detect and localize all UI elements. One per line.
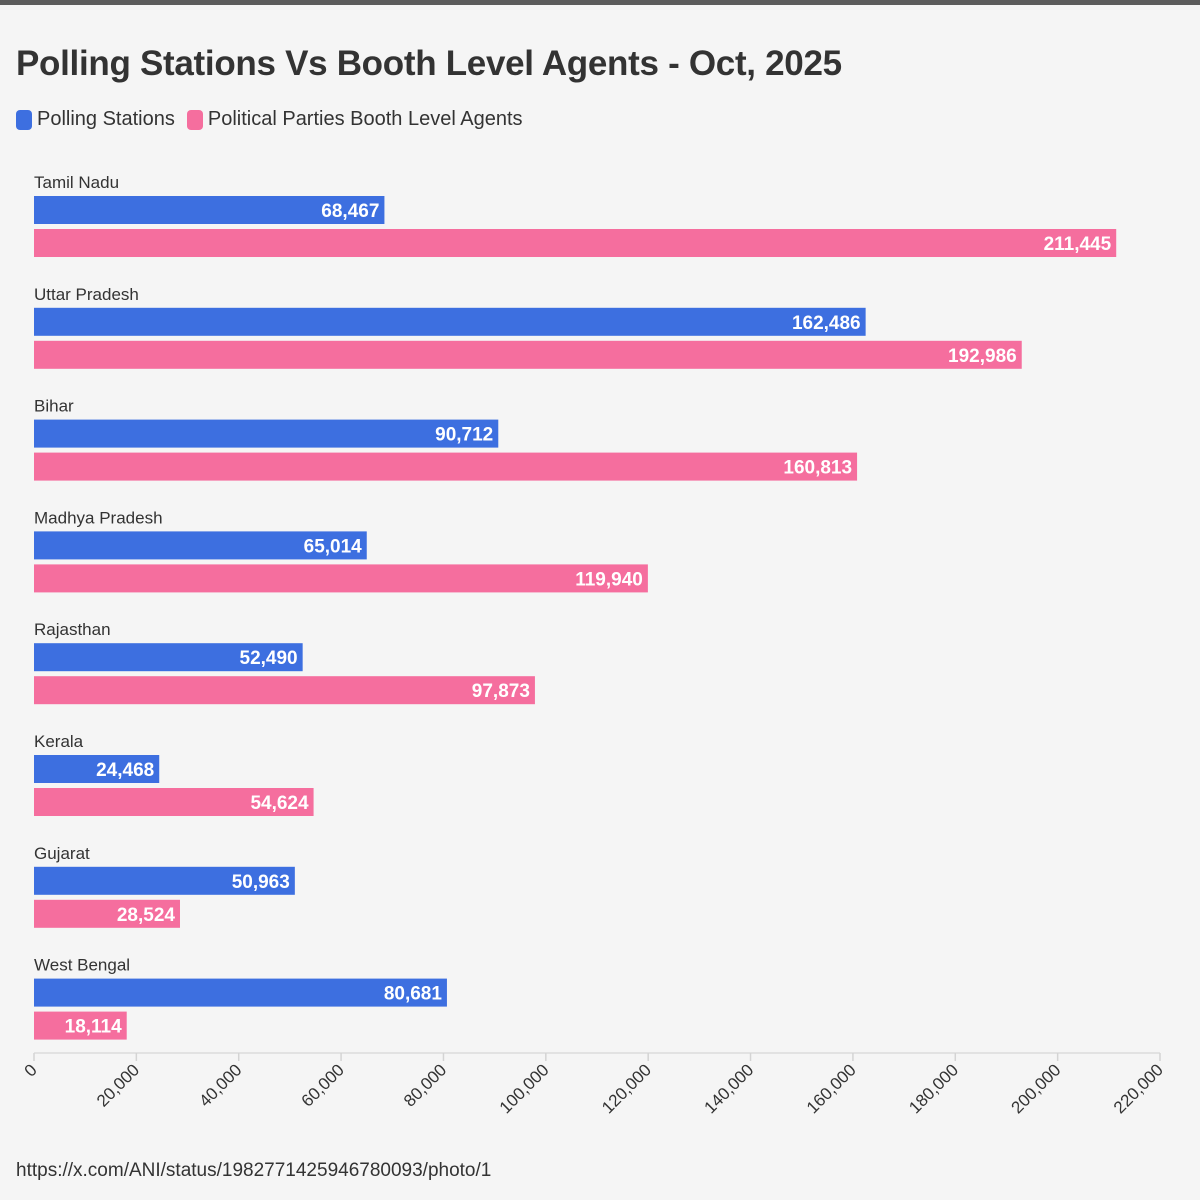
category-label-madhya-pradesh: Madhya Pradesh — [34, 508, 163, 527]
legend-label-booth-level-agents: Political Parties Booth Level Agents — [207, 108, 523, 130]
x-tick-label-220000: 220,000 — [1110, 1060, 1167, 1117]
top-rule — [0, 0, 1200, 5]
bar-polling-stations-bihar — [34, 419, 499, 448]
bar-political-parties-booth-level-agents-gujarat — [34, 899, 180, 928]
data-label-polling-stations-bihar: 90,712 — [435, 425, 493, 446]
data-label-political-parties-booth-level-agents-west-bengal: 18,114 — [65, 1017, 122, 1038]
x-tick-label-100000: 100,000 — [496, 1060, 553, 1117]
data-label-political-parties-booth-level-agents-bihar: 160,813 — [783, 458, 852, 479]
source-url: https://x.com/ANI/status/198277142594678… — [16, 1160, 492, 1181]
data-label-political-parties-booth-level-agents-madhya-pradesh: 119,940 — [575, 569, 643, 590]
x-tick-label-60000: 60,000 — [298, 1060, 348, 1110]
bar-polling-stations-tamil-nadu — [34, 196, 385, 224]
bar-polling-stations-uttar-pradesh — [34, 307, 866, 336]
legend: Polling Stations Political Parties Booth… — [16, 108, 535, 131]
bar-polling-stations-gujarat — [34, 866, 295, 895]
legend-swatch-polling-stations — [16, 109, 32, 130]
x-tick-label-40000: 40,000 — [195, 1060, 245, 1110]
x-tick-label-20000: 20,000 — [93, 1060, 143, 1110]
category-label-bihar: Bihar — [34, 397, 74, 416]
bar-polling-stations-west-bengal — [34, 978, 447, 1007]
category-label-west-bengal: West Bengal — [34, 956, 130, 975]
data-label-political-parties-booth-level-agents-rajasthan: 97,873 — [472, 681, 530, 702]
data-label-polling-stations-kerala: 24,468 — [96, 760, 154, 781]
bar-political-parties-booth-level-agents-rajasthan — [34, 676, 535, 705]
data-label-polling-stations-west-bengal: 80,681 — [384, 984, 443, 1005]
data-label-polling-stations-rajasthan: 52,490 — [240, 648, 298, 669]
bar-polling-stations-madhya-pradesh — [34, 531, 367, 560]
bar-political-parties-booth-level-agents-bihar — [34, 452, 858, 481]
bar-political-parties-booth-level-agents-uttar-pradesh — [34, 340, 1022, 369]
bar-political-parties-booth-level-agents-west-bengal — [34, 1011, 127, 1040]
chart-title: Polling Stations Vs Booth Level Agents -… — [16, 44, 842, 83]
legend-swatch-booth-level-agents — [186, 109, 203, 130]
legend-label-polling-stations: Polling Stations — [37, 108, 175, 130]
data-label-political-parties-booth-level-agents-kerala: 54,624 — [250, 793, 309, 814]
x-tick-label-140000: 140,000 — [700, 1060, 757, 1117]
category-label-tamil-nadu: Tamil Nadu — [34, 173, 119, 192]
x-tick-label-0: 0 — [21, 1060, 41, 1080]
x-tick-label-160000: 160,000 — [803, 1060, 860, 1117]
category-label-uttar-pradesh: Uttar Pradesh — [34, 285, 139, 304]
data-label-polling-stations-tamil-nadu: 68,467 — [321, 201, 379, 222]
category-label-gujarat: Gujarat — [34, 844, 90, 863]
bar-political-parties-booth-level-agents-kerala — [34, 788, 314, 816]
category-label-rajasthan: Rajasthan — [34, 620, 111, 639]
data-label-polling-stations-gujarat: 50,963 — [232, 872, 290, 893]
x-tick-label-180000: 180,000 — [905, 1060, 962, 1117]
legend-item-polling-stations: Polling Stations — [16, 108, 175, 131]
bar-political-parties-booth-level-agents-tamil-nadu — [34, 229, 1117, 257]
category-label-kerala: Kerala — [34, 732, 84, 751]
bar-political-parties-booth-level-agents-madhya-pradesh — [34, 564, 648, 593]
data-label-polling-stations-uttar-pradesh: 162,486 — [792, 313, 861, 334]
bar-chart: Tamil Nadu 68,467 211,445 Uttar Pradesh 162,… — [21, 173, 1167, 1117]
legend-item-booth-level-agents: Political Parties Booth Level Agents — [186, 108, 523, 131]
data-label-political-parties-booth-level-agents-gujarat: 28,524 — [117, 905, 176, 926]
data-label-political-parties-booth-level-agents-tamil-nadu: 211,445 — [1044, 234, 1112, 255]
x-tick-label-80000: 80,000 — [400, 1060, 450, 1110]
data-label-political-parties-booth-level-agents-uttar-pradesh: 192,986 — [948, 346, 1017, 367]
bar-polling-stations-rajasthan — [34, 643, 303, 672]
bar-polling-stations-kerala — [34, 755, 160, 783]
x-tick-label-200000: 200,000 — [1008, 1060, 1065, 1117]
x-tick-label-120000: 120,000 — [598, 1060, 655, 1117]
data-label-polling-stations-madhya-pradesh: 65,014 — [304, 536, 363, 557]
